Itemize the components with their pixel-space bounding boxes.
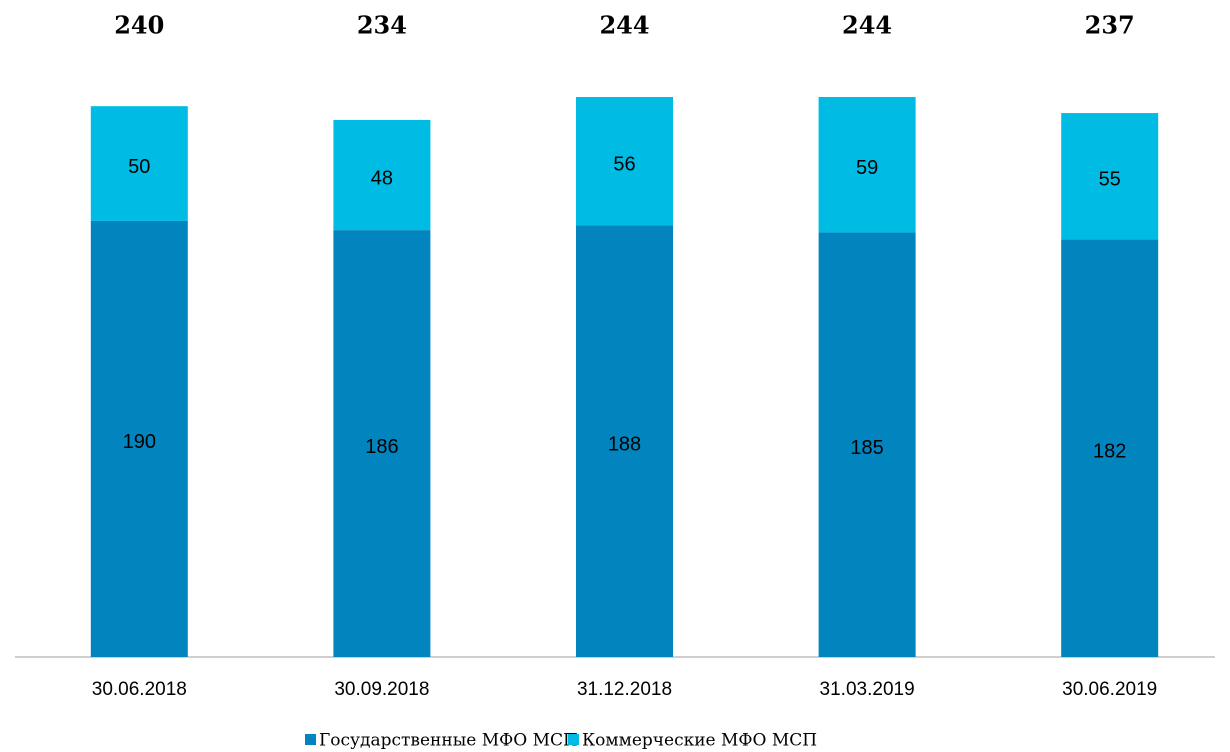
x-tick-label: 30.06.2018 (92, 679, 187, 700)
legend-swatch (568, 734, 579, 745)
value-label: 182 (1093, 440, 1126, 462)
bar-segment (818, 97, 916, 233)
value-label: 188 (608, 434, 641, 456)
legend-swatch (305, 734, 316, 745)
value-label: 186 (365, 436, 398, 458)
value-label: 50 (128, 156, 150, 178)
bar-segment (576, 225, 673, 657)
value-label: 59 (856, 157, 878, 179)
x-tick-label: 30.06.2019 (1062, 679, 1157, 700)
legend-label: Коммерческие МФО МСП (582, 731, 817, 751)
bar-segment (333, 119, 431, 231)
value-label: 55 (1099, 168, 1121, 190)
total-label: 240 (114, 11, 164, 40)
value-label: 190 (123, 431, 156, 453)
total-label: 237 (1085, 11, 1135, 40)
bar-segment (576, 97, 673, 226)
total-label: 244 (842, 11, 892, 40)
bar-segment (90, 220, 188, 657)
total-label: 234 (357, 11, 407, 40)
bar-segment (1061, 239, 1159, 657)
x-tick-label: 30.09.2018 (334, 679, 429, 700)
x-tick-label: 31.12.2018 (577, 679, 672, 700)
value-label: 48 (371, 167, 393, 189)
bar-segment (90, 106, 188, 221)
bar-segment (333, 230, 431, 658)
legend-label: Государственные МФО МСП (319, 731, 578, 751)
total-label: 244 (599, 11, 649, 40)
x-tick-label: 31.03.2019 (820, 679, 915, 700)
bar-segment (818, 232, 916, 657)
value-label: 185 (850, 437, 883, 459)
bar-segment (1061, 113, 1159, 240)
value-label: 56 (613, 154, 635, 176)
